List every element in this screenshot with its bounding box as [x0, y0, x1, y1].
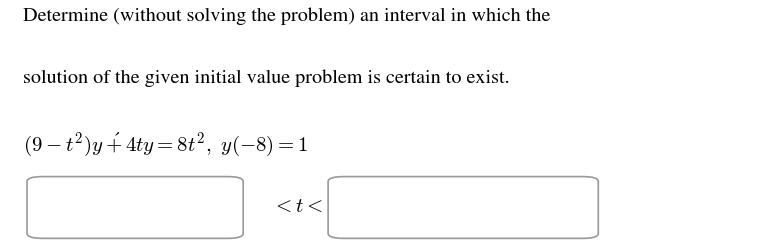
Text: $(9 - t^2)y\' + 4ty = 8t^2,\ y(-8) = 1$: $(9 - t^2)y\' + 4ty = 8t^2,\ y(-8) = 1$ [23, 131, 308, 159]
FancyBboxPatch shape [328, 177, 598, 238]
Text: Determine (without solving the problem) an interval in which the: Determine (without solving the problem) … [23, 7, 550, 25]
Text: $< t <$: $< t <$ [272, 198, 323, 217]
Text: solution of the given initial value problem is certain to exist.: solution of the given initial value prob… [23, 69, 510, 87]
FancyBboxPatch shape [27, 177, 243, 238]
